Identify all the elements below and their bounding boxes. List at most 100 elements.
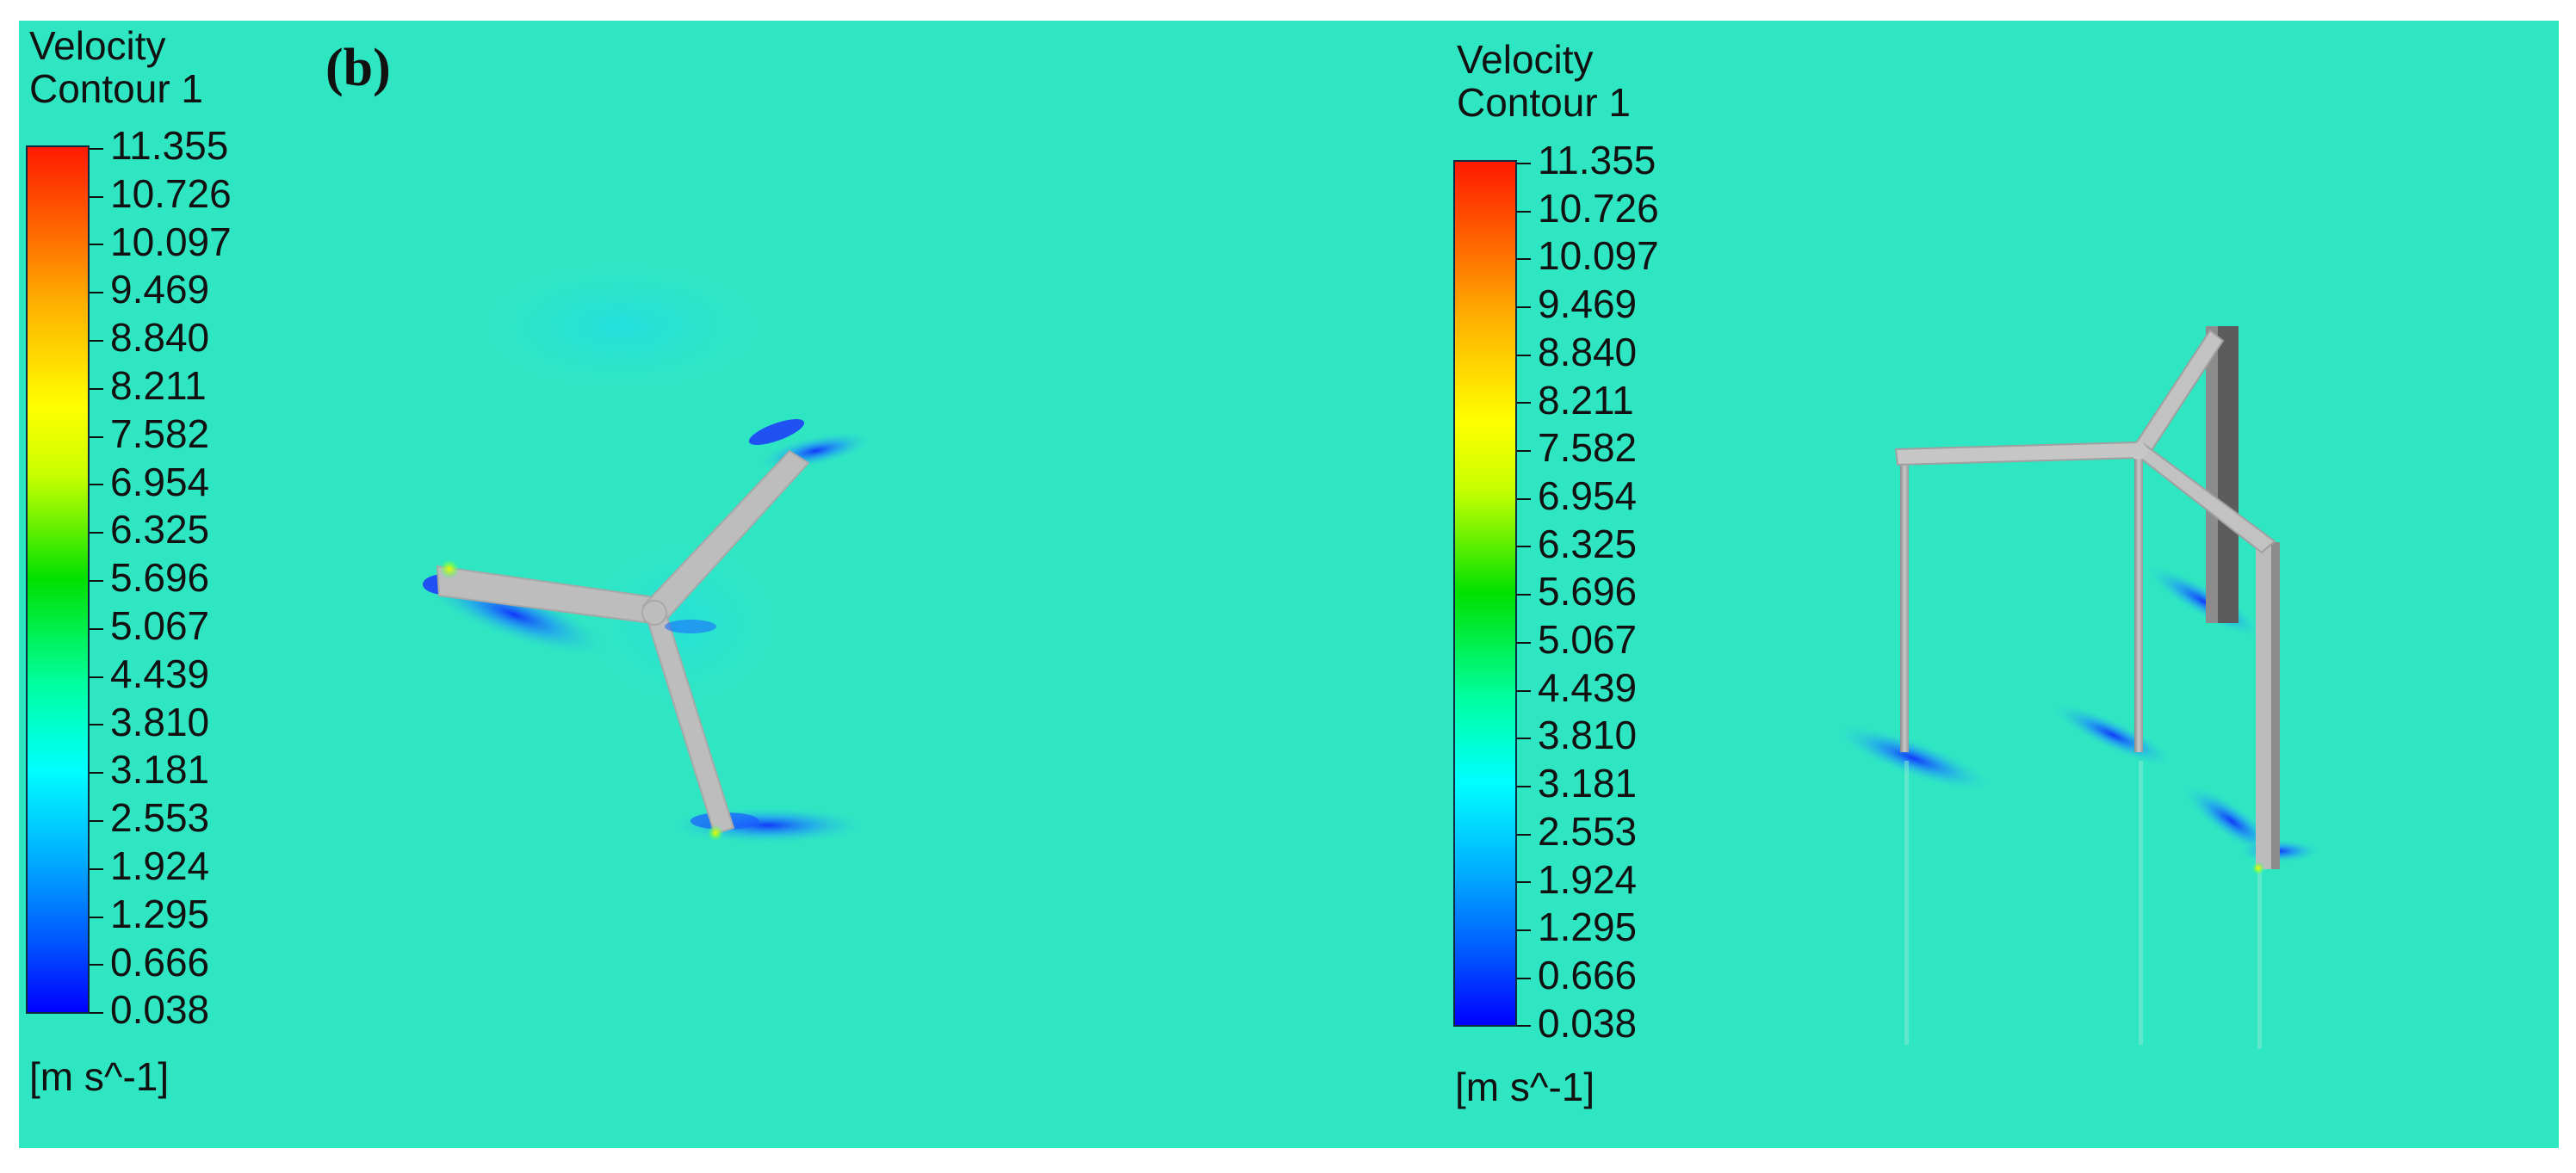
legend-tick-label: 1.295 <box>1517 905 1741 948</box>
legend-tick-label: 7.582 <box>1517 426 1741 469</box>
legend-tick-value: 8.211 <box>110 363 207 408</box>
left-blade-tip-spot <box>439 559 460 579</box>
legend-tick-mark <box>90 195 103 198</box>
legend-tick-mark <box>90 532 103 534</box>
legend-tick-value: 3.181 <box>1538 761 1638 806</box>
legend-tick-mark <box>1517 929 1531 932</box>
legend-tick-label: 10.097 <box>90 220 313 263</box>
legend-tick-value: 10.726 <box>1538 185 1659 231</box>
legend-tick-mark <box>90 244 103 246</box>
legend-tick-label: 11.355 <box>90 124 313 167</box>
legend-tick-value: 0.666 <box>110 939 210 985</box>
legend-tick-value: 9.469 <box>1538 281 1638 327</box>
legend-tick-label: 9.469 <box>90 268 313 311</box>
legend-tick-value: 6.325 <box>1538 521 1638 566</box>
left-rotor-blades <box>436 449 810 836</box>
legend-tick-mark <box>1517 881 1531 884</box>
legend-tick-label: 0.038 <box>90 988 313 1031</box>
legend-tick-mark <box>1517 689 1531 692</box>
legend-tick-value: 5.067 <box>1538 617 1638 662</box>
legend-tick-value: 2.553 <box>1538 808 1638 854</box>
legend-tick-mark <box>1517 162 1531 164</box>
legend-tick-mark <box>90 340 103 343</box>
legend-tick-label: 3.181 <box>90 748 313 791</box>
legend-tick-label: 3.181 <box>1517 762 1741 805</box>
legend-tick-label: 1.924 <box>90 844 313 887</box>
legend-tick-value: 6.954 <box>1538 472 1638 518</box>
legend-tick-value: 9.469 <box>110 267 210 312</box>
legend-tick-label: 8.211 <box>90 364 313 407</box>
legend-tick-label: 10.726 <box>1517 187 1741 230</box>
legend-tick-value: 4.439 <box>1538 664 1638 710</box>
legend-tick-value: 8.840 <box>110 315 210 361</box>
legend-tick-mark <box>90 1012 103 1015</box>
left-hub-shadow <box>665 620 716 633</box>
right-rotor-wakes <box>1831 565 2322 1049</box>
legend-tick-mark <box>90 820 103 823</box>
legend-tick-mark <box>90 387 103 390</box>
legend-tick-label: 5.696 <box>90 556 313 599</box>
flow-field <box>416 249 2322 1049</box>
legend-tick-value: 7.582 <box>1538 425 1638 471</box>
legend-tick-value: 6.325 <box>110 507 210 553</box>
legend-tick-label: 0.038 <box>1517 1002 1741 1045</box>
legend-tick-mark <box>1517 1025 1531 1028</box>
legend-unit-left: [m s^-1] <box>29 1054 170 1099</box>
legend-tick-label: 6.325 <box>1517 522 1741 565</box>
legend-tick-label: 3.810 <box>1517 713 1741 756</box>
legend-tick-mark <box>90 580 103 583</box>
legend-tick-value: 7.582 <box>110 411 210 456</box>
legend-tick-label: 9.469 <box>1517 282 1741 325</box>
legend-tick-label: 5.067 <box>1517 618 1741 661</box>
legend-tick-value: 5.696 <box>110 555 210 601</box>
legend-tick-mark <box>1517 497 1531 500</box>
legend-tick-value: 6.954 <box>110 459 210 504</box>
legend-tick-label: 10.097 <box>1517 234 1741 277</box>
legend-tick-mark <box>90 147 103 150</box>
legend-tick-value: 2.553 <box>110 795 210 841</box>
legend-tick-mark <box>90 292 103 294</box>
legend-tick-mark <box>1517 977 1531 979</box>
legend-tick-label: 1.295 <box>90 892 313 935</box>
legend-tick-label: 4.439 <box>90 652 313 695</box>
legend-tick-label: 5.067 <box>90 604 313 647</box>
legend-tick-value: 5.067 <box>110 603 210 648</box>
legend-tick-label: 6.954 <box>1517 474 1741 517</box>
legend-tick-value: 10.097 <box>110 219 232 264</box>
legend-tick-value: 1.924 <box>1538 856 1638 902</box>
legend-tick-value: 10.097 <box>1538 233 1659 279</box>
right-pole-tip-spot <box>2251 861 2265 875</box>
legend-tick-value: 3.181 <box>110 747 210 793</box>
legend-tick-label: 8.840 <box>90 316 313 359</box>
legend-tick-label: 5.696 <box>1517 570 1741 613</box>
legend-tick-value: 8.211 <box>1538 377 1634 423</box>
color-scale-bar-left <box>26 145 90 1014</box>
legend-tick-mark <box>1517 258 1531 261</box>
color-scale-bar-right <box>1453 160 1517 1027</box>
legend-tick-mark <box>90 772 103 775</box>
legend-tick-label: 6.954 <box>90 460 313 503</box>
legend-tick-value: 1.295 <box>1538 904 1638 950</box>
legend-tick-mark <box>90 964 103 966</box>
legend-tick-value: 0.038 <box>1538 1000 1638 1046</box>
legend-tick-mark <box>1517 785 1531 787</box>
legend-tick-mark <box>1517 833 1531 836</box>
legend-tick-label: 2.553 <box>90 796 313 839</box>
legend-tick-label: 4.439 <box>1517 666 1741 709</box>
legend-tick-value: 10.726 <box>110 170 232 216</box>
legend-tick-mark <box>1517 402 1531 404</box>
legend-tick-value: 11.355 <box>110 123 229 168</box>
left-blade-tip-spot <box>707 824 724 842</box>
legend-tick-label: 1.924 <box>1517 858 1741 901</box>
legend-tick-mark <box>1517 210 1531 213</box>
panel-label: (b) <box>325 39 391 97</box>
legend-tick-mark <box>1517 594 1531 596</box>
legend-tick-label: 3.810 <box>90 701 313 744</box>
legend-tick-label: 2.553 <box>1517 810 1741 853</box>
legend-tick-label: 8.211 <box>1517 379 1741 422</box>
legend-tick-label: 8.840 <box>1517 330 1741 374</box>
legend-tick-mark <box>1517 354 1531 356</box>
legend-tick-label: 0.666 <box>1517 954 1741 997</box>
legend-tick-mark <box>90 435 103 438</box>
legend-tick-label: 0.666 <box>90 941 313 984</box>
